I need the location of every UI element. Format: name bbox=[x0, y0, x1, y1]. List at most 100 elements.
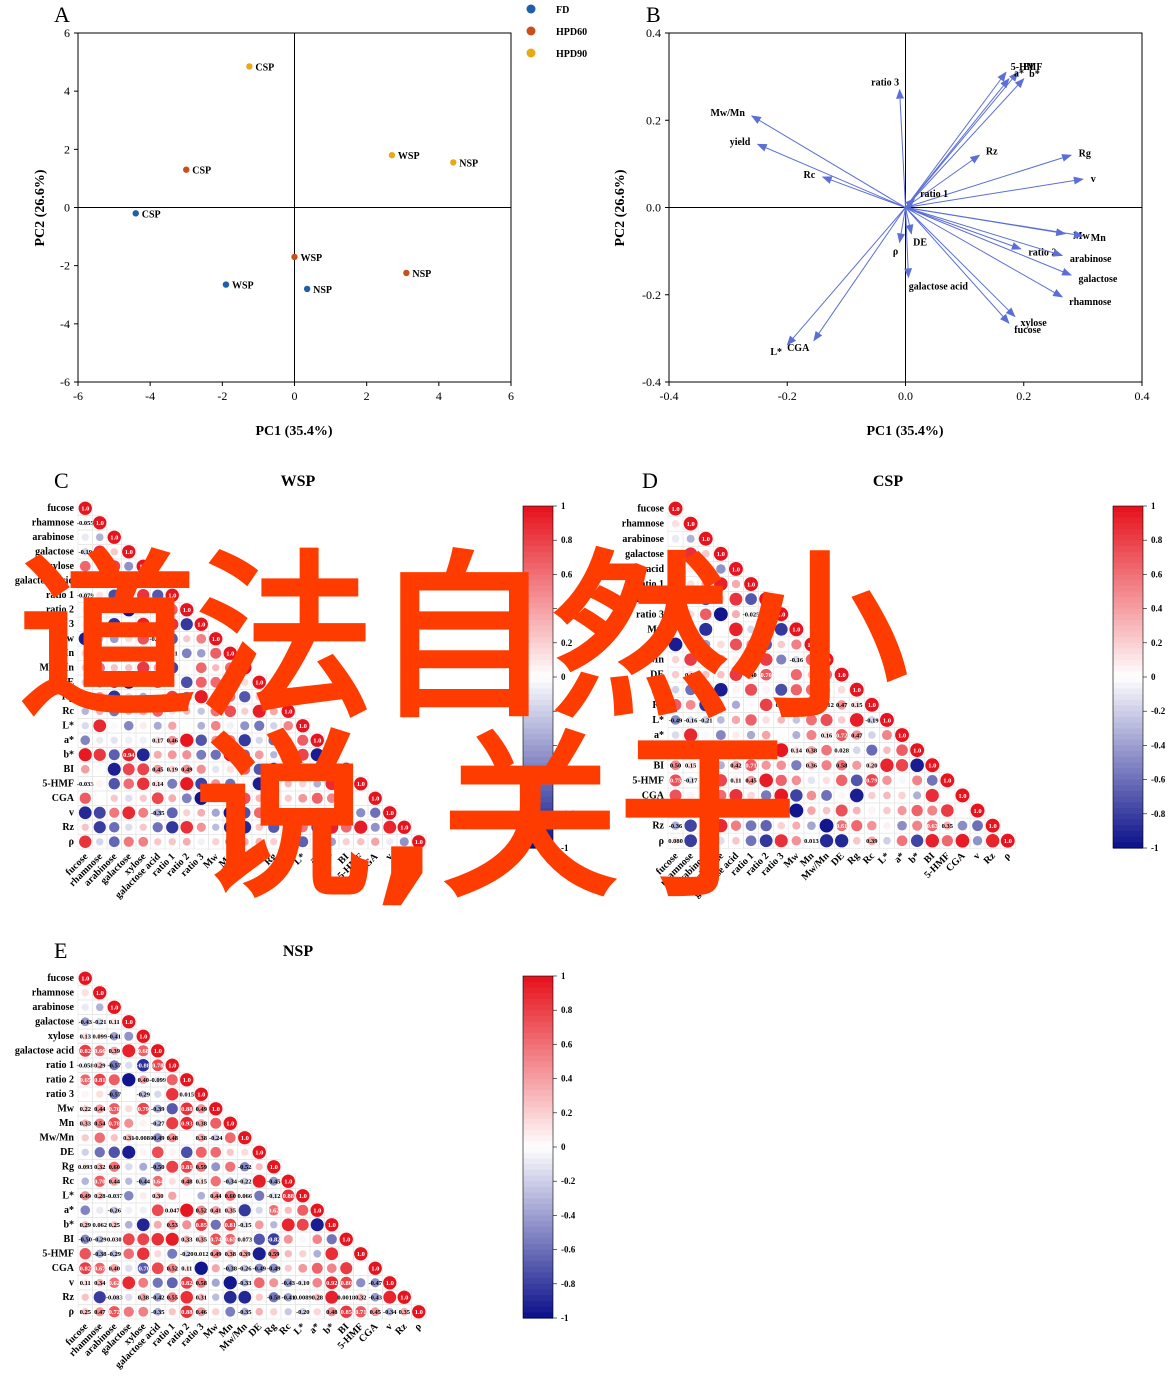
heatmap-circle bbox=[93, 719, 107, 733]
heatmap-circle bbox=[747, 791, 755, 800]
heatmap-value: -0.19 bbox=[865, 717, 879, 724]
y-tick-label: 6 bbox=[64, 26, 70, 40]
heatmap-col-label: v bbox=[384, 1321, 395, 1332]
heatmap-circle bbox=[153, 721, 162, 730]
heatmap-value: 0.093 bbox=[78, 1164, 93, 1171]
heatmap-circle bbox=[108, 1146, 120, 1158]
colorbar-segment bbox=[523, 1312, 553, 1319]
heatmap-value: 0.15 bbox=[196, 1179, 208, 1186]
heatmap-circle bbox=[110, 1293, 118, 1301]
heatmap-value: -0.57 bbox=[107, 1092, 121, 1099]
heatmap-value: 0.74 bbox=[210, 1237, 222, 1244]
heatmap-circle bbox=[238, 1204, 251, 1217]
heatmap-value: 0.66 bbox=[94, 1048, 106, 1055]
heatmap-circle bbox=[297, 822, 308, 833]
heatmap-row-label: Rg bbox=[62, 1162, 74, 1173]
colorbar-segment bbox=[523, 1027, 553, 1034]
heatmap-value: -0.20 bbox=[296, 1309, 310, 1316]
heatmap-row-label: BI bbox=[63, 764, 74, 775]
heatmap-circle bbox=[255, 1293, 263, 1301]
heatmap-value: 1.0 bbox=[81, 976, 89, 983]
heatmap-circle bbox=[312, 764, 323, 775]
heatmap-circle bbox=[356, 1293, 365, 1302]
heatmap-circle bbox=[400, 1307, 409, 1316]
heatmap-circle bbox=[717, 836, 725, 845]
colorbar-segment bbox=[1113, 608, 1143, 615]
heatmap-value: 0.11 bbox=[167, 651, 178, 658]
heatmap-value: 0.46 bbox=[167, 738, 179, 745]
heatmap-circle bbox=[96, 1206, 104, 1214]
heatmap-circle bbox=[822, 701, 831, 709]
heatmap-circle bbox=[312, 1234, 323, 1245]
heatmap-circle bbox=[154, 838, 162, 846]
heatmap-circle bbox=[774, 622, 788, 636]
heatmap-row-label: 5-HMF bbox=[632, 775, 664, 786]
heatmap-value: 1.0 bbox=[81, 506, 89, 513]
heatmap-circle bbox=[370, 1278, 380, 1288]
heatmap-circle bbox=[747, 610, 755, 619]
heatmap-circle bbox=[732, 655, 740, 664]
heatmap-circle bbox=[166, 633, 178, 645]
heatmap-circle bbox=[211, 1264, 220, 1273]
heatmap-circle bbox=[136, 617, 150, 631]
heatmap-value: -0.58 bbox=[267, 1295, 281, 1302]
heatmap-circle bbox=[194, 1261, 208, 1275]
heatmap-circle bbox=[311, 1262, 323, 1274]
heatmap-circle bbox=[167, 1219, 178, 1230]
heatmap-value: 0.22 bbox=[80, 1106, 91, 1113]
heatmap-circle bbox=[792, 821, 801, 830]
heatmap-value: 1.0 bbox=[110, 535, 118, 542]
heatmap-circle bbox=[397, 820, 411, 834]
heatmap-circle bbox=[851, 730, 862, 740]
heatmap-value: 0.38 bbox=[196, 1135, 208, 1142]
heatmap-circle bbox=[745, 820, 757, 831]
heatmap-value: 1.0 bbox=[400, 1295, 408, 1302]
colorbar-segment bbox=[523, 540, 553, 547]
heatmap-circle bbox=[759, 622, 773, 636]
heatmap-circle bbox=[671, 685, 680, 694]
heatmap-circle bbox=[96, 635, 104, 643]
heatmap-circle bbox=[698, 531, 713, 546]
heatmap-circle bbox=[868, 761, 876, 770]
heatmap-value: -0.45 bbox=[267, 1179, 281, 1186]
heatmap-circle bbox=[268, 1248, 279, 1259]
colorbar-segment bbox=[1113, 591, 1143, 598]
heatmap-circle bbox=[700, 654, 711, 665]
heatmap-circle bbox=[167, 750, 177, 760]
heatmap-value: 1.0 bbox=[883, 717, 891, 724]
heatmap-value: 1.0 bbox=[154, 578, 162, 585]
heatmap-circle bbox=[729, 592, 743, 606]
colorbar-tick-label: -0.2 bbox=[1151, 706, 1166, 716]
heatmap-value: -0.15 bbox=[238, 1222, 252, 1229]
heatmap-circle bbox=[153, 1292, 163, 1302]
heatmap-circle bbox=[108, 1074, 120, 1086]
colorbar-segment bbox=[523, 1226, 553, 1234]
heatmap-circle bbox=[686, 625, 695, 634]
heatmap-circle bbox=[81, 1221, 89, 1229]
heatmap-value: 0.88 bbox=[283, 1193, 295, 1200]
legend-marker bbox=[526, 26, 536, 36]
heatmap-circle bbox=[684, 547, 698, 561]
heatmap-value: 0.72 bbox=[109, 1309, 120, 1316]
heatmap-circle bbox=[137, 1233, 150, 1246]
heatmap-value: 1.0 bbox=[154, 1048, 162, 1055]
heatmap-circle bbox=[686, 595, 695, 603]
heatmap-row-label: ρ bbox=[659, 836, 664, 847]
heatmap-circle bbox=[700, 835, 712, 847]
heatmap-circle bbox=[95, 1104, 105, 1114]
heatmap-row-label: galactose acid bbox=[15, 1046, 75, 1057]
heatmap-col-label: v bbox=[971, 851, 982, 862]
heatmap-value: 1.0 bbox=[284, 1179, 292, 1186]
heatmap-circle bbox=[122, 545, 136, 559]
heatmap-col-label: ρ bbox=[1001, 851, 1013, 863]
heatmap-value: 0.53 bbox=[167, 1222, 179, 1229]
heatmap-row-label: BI bbox=[63, 1234, 74, 1245]
heatmap-circle bbox=[270, 794, 278, 802]
colorbar-segment bbox=[523, 1169, 553, 1177]
heatmap-circle bbox=[196, 749, 207, 760]
colorbar-segment bbox=[523, 1084, 553, 1091]
colorbar-segment bbox=[523, 998, 553, 1006]
heatmap-circle bbox=[238, 792, 251, 805]
